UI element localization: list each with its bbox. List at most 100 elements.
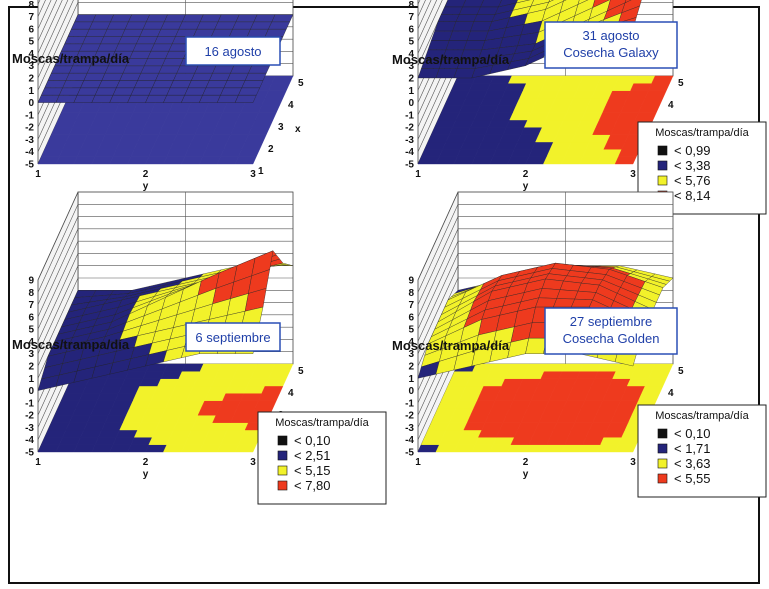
surface-cell [158, 65, 181, 74]
chart-title: Cosecha Golden [563, 331, 660, 346]
floor-cell [114, 393, 137, 401]
z-tick-label: 1 [28, 86, 34, 97]
floor-cell [187, 429, 210, 438]
legend-swatch [657, 145, 668, 156]
floor-cell [600, 149, 623, 157]
floor-cell [108, 407, 131, 416]
title-box [544, 307, 678, 355]
floor-cell [517, 134, 540, 143]
floor-cell [196, 371, 219, 379]
chart-panel-1: 9876543210-1-2-3-4-5123y12345xMoscas/tra… [12, 0, 304, 192]
floor-cell [598, 400, 621, 409]
z-tick-label: 7 [28, 12, 34, 23]
x-tick-label: 5 [298, 78, 304, 89]
floor-cell [541, 119, 564, 128]
surface-cell [238, 87, 260, 96]
floor-cell [610, 415, 633, 423]
floor-cell [93, 400, 116, 409]
surface-cell [59, 87, 81, 96]
floor-cell [618, 149, 641, 157]
floor-cell [54, 119, 77, 128]
floor-cell [244, 134, 267, 143]
floor-cell [180, 444, 203, 453]
floor-cell [517, 422, 540, 431]
floor-cell [626, 90, 649, 99]
grid-line [37, 240, 293, 330]
z-tick-label: -4 [25, 147, 34, 158]
floor-cell [522, 83, 545, 91]
z-tick-label: 2 [408, 74, 414, 85]
floor-cell [596, 156, 619, 165]
x-tick-label: 3 [278, 122, 284, 133]
floor-cell [78, 105, 101, 113]
floor-cell [137, 422, 160, 431]
floor-cell [271, 363, 294, 372]
floor-cell [476, 105, 499, 113]
floor-cell [253, 363, 276, 372]
x-tick-label: 4 [288, 388, 294, 399]
floor-cell [520, 127, 543, 135]
floor-cell [103, 378, 126, 387]
floor-cell [618, 437, 641, 445]
floor-cell [504, 371, 527, 379]
floor-cell [509, 400, 532, 409]
y-axis-label: y [143, 181, 149, 192]
z-tick-label: 3 [408, 61, 414, 72]
z-tick-label: 1 [28, 374, 34, 385]
floor-cell [471, 444, 494, 453]
floor-cell [264, 378, 287, 387]
grid-line [417, 253, 673, 342]
floor-cell [175, 378, 198, 387]
floor-cell [560, 444, 583, 453]
title-box [185, 322, 281, 352]
floor-cell [200, 112, 223, 121]
surface-cell [139, 29, 162, 37]
floor-cell [194, 127, 217, 135]
floor-cell [501, 378, 524, 387]
floor-cell [567, 141, 590, 150]
floor-cell [37, 444, 60, 453]
floor-cell [453, 444, 476, 453]
surface-cell [142, 21, 165, 30]
floor-cell [184, 437, 207, 445]
floor-cell [531, 429, 554, 438]
surface-cell [132, 43, 155, 52]
surface-cell [216, 95, 239, 103]
surface-cell [65, 73, 88, 81]
floor-cell [205, 141, 228, 150]
floor-cell [228, 378, 251, 387]
floor-cell [456, 437, 479, 445]
surface-cell [574, 290, 597, 300]
legend-title: Moscas/trampa/día [655, 127, 749, 139]
surface-cell [116, 80, 138, 89]
surface-cell [226, 73, 249, 81]
legend-swatch [657, 443, 668, 454]
floor-cell [216, 156, 239, 165]
floor-cell [535, 422, 558, 431]
z-tick-label: 2 [28, 362, 34, 373]
surface-cell [129, 51, 152, 59]
surface-cell [271, 14, 294, 23]
floor-cell [525, 444, 548, 453]
floor-cell [133, 141, 156, 150]
floor-cell [527, 112, 550, 121]
floor-cell [535, 134, 558, 143]
floor-cell [594, 371, 617, 379]
grid-line [37, 0, 63, 54]
floor-cell [236, 400, 259, 409]
z-tick-label: 9 [28, 276, 34, 287]
floor-cell [127, 156, 150, 165]
floor-cell [614, 156, 637, 165]
floor-cell [580, 400, 603, 409]
floor-cell [40, 437, 63, 445]
floor-cell [47, 134, 70, 143]
floor-cell [455, 400, 478, 409]
floor-cell [258, 105, 281, 113]
floor-cell [58, 149, 81, 157]
surface-cell [147, 51, 170, 59]
floor-cell [548, 393, 571, 401]
floor-cell [606, 422, 629, 431]
surface-cell [417, 68, 440, 79]
y-tick-label: 3 [630, 169, 636, 180]
surface-cell [193, 29, 215, 37]
